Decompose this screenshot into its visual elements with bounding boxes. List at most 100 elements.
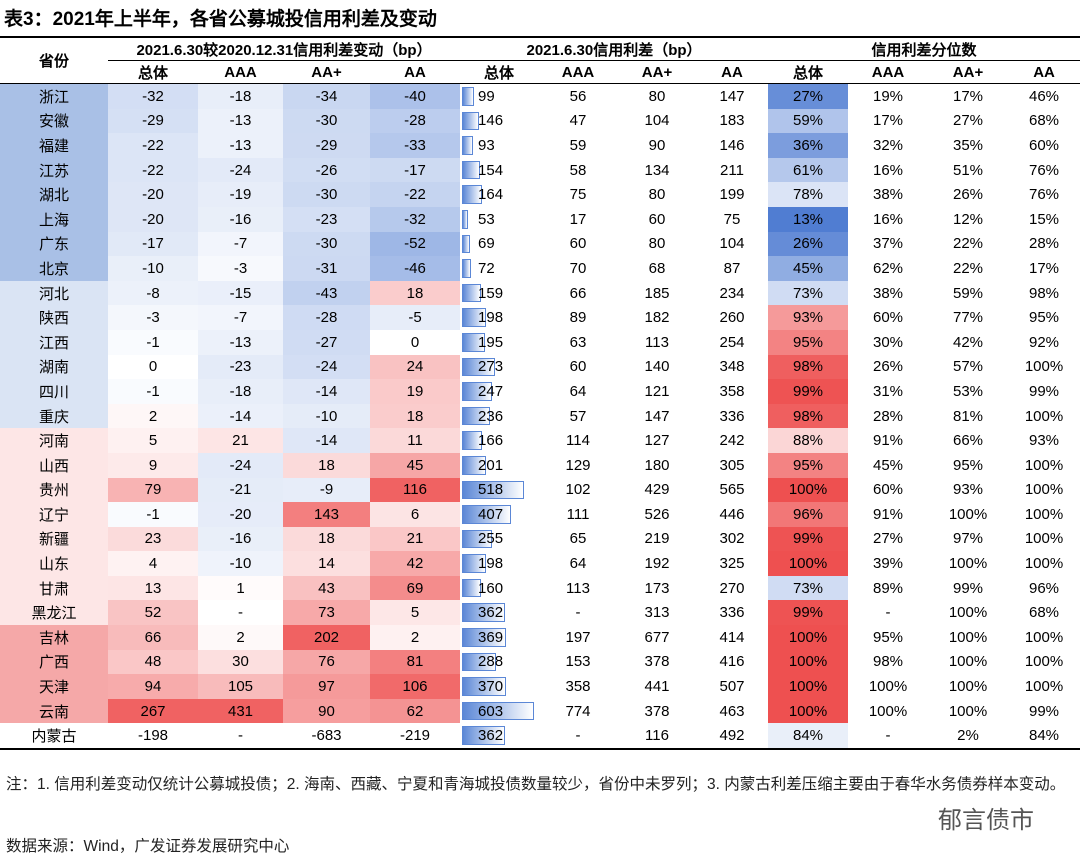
value-cell: 100% (928, 600, 1008, 625)
value-cell: 96% (768, 502, 849, 527)
cell-text: -683 (311, 727, 342, 745)
cell-text: 219 (644, 530, 670, 548)
header-cell: AA+ (311, 63, 342, 81)
header-cell: 省份 (38, 53, 69, 70)
value-cell: 36% (768, 133, 849, 158)
cell-text: 贵州 (38, 482, 69, 500)
cell-text: 31% (873, 382, 904, 400)
header-cell: 总体 (137, 64, 168, 82)
value-cell: 59% (928, 281, 1008, 306)
cell-text: -30 (315, 235, 338, 253)
value-cell: 104 (618, 109, 696, 134)
value-cell: 64 (538, 551, 618, 576)
value-cell: 60 (538, 355, 618, 380)
value-cell: 2 (108, 403, 198, 429)
data-bar (462, 234, 471, 254)
value-cell: 202 (283, 625, 370, 650)
cell-text: 254 (719, 333, 745, 351)
value-cell: 185 (618, 281, 696, 306)
data-bar (462, 283, 481, 303)
header-group: 2021.6.30较2020.12.31信用利差变动（bp） (108, 37, 461, 61)
value-cell: 72 (460, 256, 538, 281)
cell-text: -7 (233, 235, 248, 253)
cell-text: 492 (719, 727, 745, 745)
value-cell: 370 (460, 674, 538, 699)
cell-text: 湖北 (38, 187, 69, 205)
cell-text: 100% (788, 702, 828, 720)
cell-text: 247 (478, 382, 504, 400)
cell-text: 153 (565, 653, 591, 671)
value-cell: 94 (108, 674, 198, 699)
cell-text: 99% (793, 604, 824, 622)
value-cell: 134 (618, 158, 696, 183)
value-cell: 59 (538, 133, 618, 158)
cell-text: -21 (229, 481, 252, 499)
cell-text: 2 (148, 407, 158, 425)
table-row: 广西 48 30 76 81 288 153 378 416 100% 98% 100% 100% (0, 649, 1080, 675)
value-cell: 99% (768, 526, 849, 552)
cell-text: - (238, 727, 243, 745)
cell-text: -19 (229, 186, 252, 204)
cell-text: 吉林 (38, 629, 69, 647)
cell-text: 河南 (38, 433, 69, 451)
cell-text: 甘肃 (38, 580, 69, 598)
cell-text: 100% (948, 628, 988, 646)
province-cell: 陕西 (0, 305, 108, 330)
value-cell: 84% (768, 723, 849, 750)
cell-text: 75 (723, 210, 741, 228)
cell-text: 38% (873, 284, 904, 302)
value-cell: -683 (283, 723, 370, 749)
cell-text: 60% (1029, 136, 1060, 154)
value-cell: -13 (198, 108, 283, 134)
value-cell: -1 (108, 502, 198, 527)
cell-text: 70 (569, 259, 587, 277)
value-cell: 100% (1008, 478, 1080, 503)
value-cell: -7 (198, 305, 283, 330)
cell-text: 134 (644, 161, 670, 179)
value-cell: 182 (618, 305, 696, 330)
value-cell: -10 (108, 256, 198, 281)
cell-text: 58 (569, 161, 587, 179)
cell-text: 378 (644, 702, 670, 720)
cell-text: 234 (719, 284, 745, 302)
province-cell: 江西 (0, 329, 108, 355)
value-cell: -7 (198, 231, 283, 257)
table-row: 黑龙江 52 - 73 5 362 - 313 336 99% - 100% 68% (0, 600, 1080, 626)
cell-text: 325 (719, 555, 745, 573)
value-cell: 195 (460, 330, 538, 355)
value-cell: 2% (928, 723, 1008, 749)
cell-text: -13 (229, 136, 252, 154)
cell-text: 43 (318, 579, 335, 597)
cell-text: 河北 (38, 285, 69, 303)
cell-text: 安徽 (38, 113, 69, 131)
cell-text: 102 (565, 481, 591, 499)
value-cell: 358 (696, 379, 768, 404)
value-cell: 60% (1008, 133, 1080, 158)
value-cell: 143 (283, 502, 370, 527)
cell-text: 云南 (38, 703, 69, 721)
value-cell: 273 (460, 355, 538, 380)
value-cell: -20 (198, 502, 283, 527)
cell-text: 0 (410, 333, 420, 351)
province-cell: 河南 (0, 428, 108, 453)
value-cell: 21 (198, 428, 283, 453)
cell-text: 21 (232, 432, 249, 450)
value-cell: 98% (768, 403, 849, 429)
value-cell: 66 (108, 625, 198, 650)
cell-text: 9 (148, 456, 158, 474)
cell-text: 51% (953, 161, 984, 179)
cell-text: 山东 (38, 556, 69, 574)
cell-text: 146 (478, 112, 504, 130)
value-cell: -23 (198, 354, 283, 380)
cell-text: 100% (948, 505, 988, 523)
value-cell: 100% (1008, 625, 1080, 650)
value-cell: 38% (848, 281, 928, 306)
cell-text: -29 (142, 112, 164, 130)
cell-text: 59 (569, 136, 587, 154)
data-bar (462, 726, 506, 746)
value-cell: 95% (768, 452, 849, 478)
cell-text: 93% (1029, 432, 1060, 450)
cell-text: 100% (868, 678, 908, 696)
cell-text: 100% (1024, 358, 1064, 376)
header-cell: 总体 (793, 64, 824, 82)
